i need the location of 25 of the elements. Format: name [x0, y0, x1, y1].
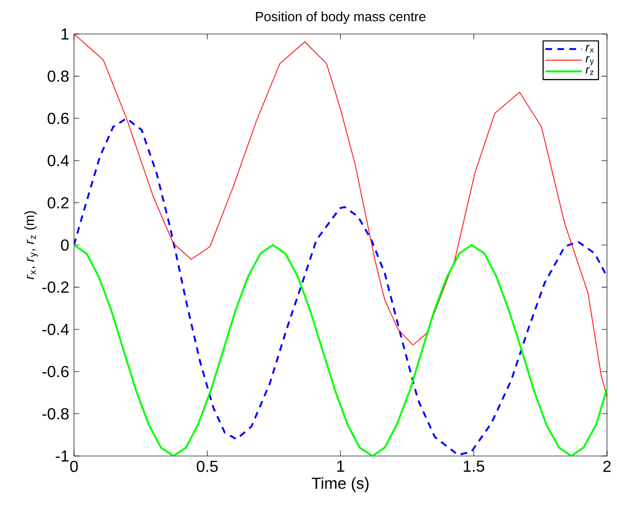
y-tick-label: 0.2 [48, 197, 68, 208]
y-tick-label: -0.4 [42, 324, 69, 336]
y-tick-label: -0.2 [42, 282, 68, 293]
y-tick-label: 0.6 [48, 112, 69, 124]
legend-label: r$_{x}$ [586, 44, 594, 53]
y-tick-label: 1 [62, 28, 69, 40]
y-tick-label: -0.6 [42, 366, 69, 378]
line-series [74, 244, 608, 456]
text: r$_{x}$, r$_{y}$, r$_{z}$ (m) [24, 211, 38, 280]
y-tick-label: -1 [56, 450, 69, 462]
x-tick-label: 1 [337, 460, 344, 472]
y-tick-label: 0 [61, 239, 69, 251]
chart-title: Position of body mass centre [256, 12, 426, 24]
line-series [74, 117, 608, 456]
x-axis-title: Time (s) [312, 477, 369, 492]
y-tick-label: 0.8 [48, 70, 69, 82]
y-tick-label: -0.8 [42, 408, 69, 420]
x-tick-label: 1.5 [464, 460, 484, 472]
y-tick-label: 0.4 [48, 154, 69, 166]
line-series [74, 34, 608, 398]
x-tick-label: 0.5 [196, 460, 218, 472]
x-tick-label: 0 [70, 460, 78, 472]
legend-label: r$_{y}$ [586, 56, 594, 66]
x-tick-label: 2 [603, 460, 611, 472]
legend-label: r$_{z}$ [586, 67, 594, 75]
